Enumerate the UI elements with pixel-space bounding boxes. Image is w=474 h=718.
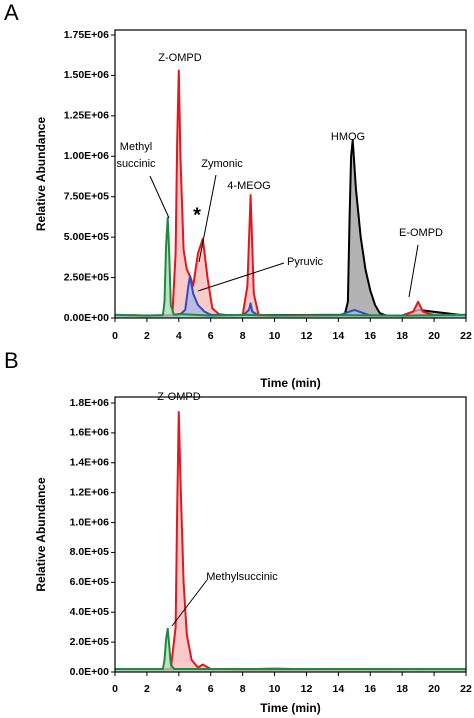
y-tick-label: 1.0E+06	[70, 516, 110, 528]
panel-letter: A	[4, 0, 19, 25]
x-tick-label: 2	[144, 683, 150, 695]
trace-line	[114, 216, 467, 317]
y-tick-label: 8.0E+05	[70, 546, 110, 558]
annotation: Methyl	[120, 141, 152, 153]
x-tick-label: 2	[144, 330, 150, 342]
x-tick-label: 18	[396, 330, 408, 342]
y-tick-label: 0.00E+00	[64, 312, 109, 324]
y-tick-label: 5.00E+05	[64, 231, 109, 243]
x-tick-label: 4	[176, 683, 182, 695]
y-axis-title: Relative Abundance	[34, 477, 48, 592]
y-tick-label: 6.0E+05	[70, 576, 110, 588]
x-tick-label: 14	[333, 683, 345, 695]
trace-line	[115, 627, 466, 670]
x-tick-label: 22	[460, 683, 472, 695]
x-tick-label: 18	[396, 683, 408, 695]
y-tick-label: 0.0E+00	[70, 666, 110, 678]
x-axis-title: Time (min)	[260, 376, 320, 390]
x-tick-label: 0	[112, 330, 118, 342]
x-tick-label: 12	[301, 683, 313, 695]
y-tick-label: 1.4E+06	[70, 457, 110, 469]
y-tick-label: 1.2E+06	[70, 486, 110, 498]
annotation: E-OMPD	[399, 227, 443, 239]
x-tick-label: 22	[460, 330, 472, 342]
x-tick-label: 8	[240, 683, 246, 695]
x-tick-label: 12	[301, 330, 313, 342]
y-tick-label: 2.50E+05	[64, 271, 109, 283]
callout-line	[171, 579, 208, 627]
y-axis-title: Relative Abundance	[34, 117, 48, 232]
x-tick-label: 6	[208, 683, 214, 695]
x-tick-label: 16	[364, 330, 376, 342]
x-tick-label: 8	[240, 330, 246, 342]
annotation: 4-MEOG	[227, 180, 270, 192]
y-tick-label: 1.6E+06	[70, 427, 110, 439]
peak-area	[115, 70, 466, 318]
annotation: Z-OMPD	[157, 391, 200, 403]
panel-letter: B	[4, 348, 19, 373]
x-tick-label: 10	[269, 330, 281, 342]
annotation: succinic	[116, 158, 156, 170]
y-tick-label: 7.50E+05	[64, 190, 109, 202]
callout-line	[149, 175, 170, 219]
callout-line	[197, 262, 285, 292]
x-tick-label: 16	[364, 683, 376, 695]
x-tick-label: 10	[269, 683, 281, 695]
y-tick-label: 4.0E+05	[70, 606, 110, 618]
annotation: Zymonic	[201, 158, 243, 170]
annotation: Methylsuccinic	[206, 571, 278, 583]
x-axis-title: Time (min)	[260, 701, 320, 715]
annotation: Pyruvic	[287, 256, 324, 268]
x-tick-label: 4	[176, 330, 182, 342]
x-tick-label: 14	[333, 330, 345, 342]
x-tick-label: 20	[428, 330, 440, 342]
y-tick-label: 1.50E+06	[64, 69, 109, 81]
annotation: *	[193, 204, 201, 226]
x-tick-label: 20	[428, 683, 440, 695]
y-tick-label: 1.8E+06	[70, 397, 110, 409]
annotation: Z-OMPD	[158, 52, 201, 64]
plot-frame	[114, 29, 467, 319]
y-tick-label: 2.0E+05	[70, 636, 110, 648]
y-tick-label: 1.75E+06	[64, 29, 109, 41]
y-tick-label: 1.00E+06	[64, 150, 109, 162]
x-tick-label: 6	[208, 330, 214, 342]
plot-frame	[114, 396, 467, 673]
annotation: HMOG	[331, 131, 365, 143]
callout-line	[408, 244, 419, 298]
x-tick-label: 0	[112, 683, 118, 695]
callout-line	[198, 174, 217, 263]
y-tick-label: 1.25E+06	[64, 110, 109, 122]
